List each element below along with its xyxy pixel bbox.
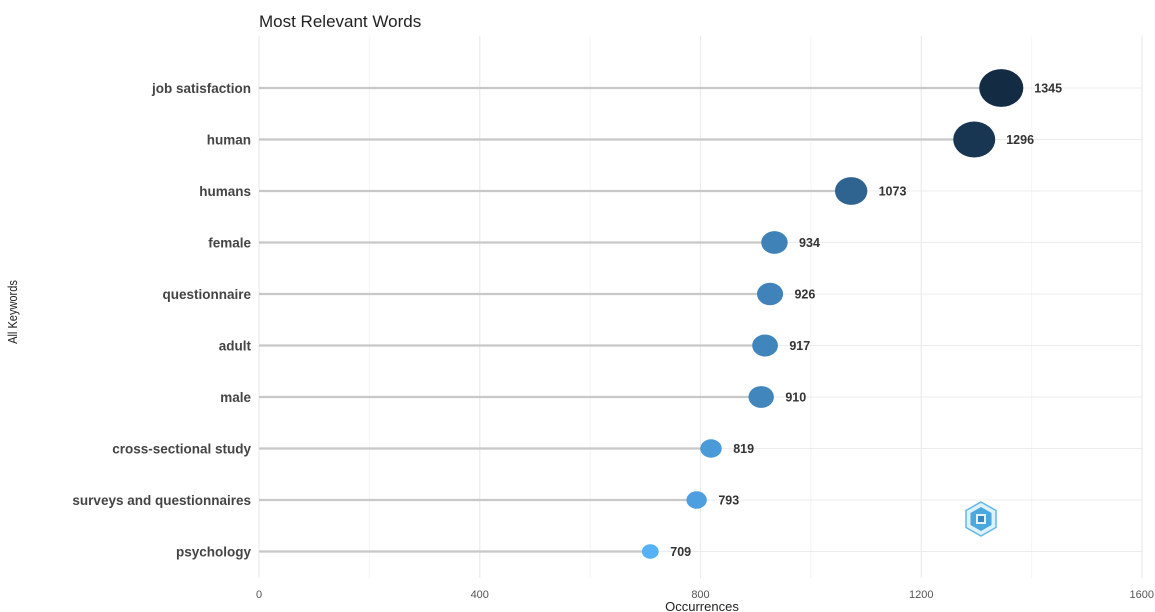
data-point [700, 439, 722, 458]
value-label: 1345 [1034, 82, 1062, 96]
data-point [686, 491, 707, 509]
value-label: 1296 [1006, 133, 1034, 147]
data-point [834, 177, 868, 205]
value-label: 709 [670, 545, 691, 559]
stems [259, 86, 1002, 553]
data-point [748, 386, 774, 408]
category-label: surveys and questionnaires [72, 493, 251, 508]
value-labels: 1345 1296 1073 934 926 917 910 819 793 709 [670, 82, 1062, 560]
x-tick-label: 1600 [1130, 589, 1154, 601]
category-labels: job satisfaction human humans female questio… [72, 81, 251, 560]
category-label: male [220, 390, 251, 405]
value-label: 1073 [879, 185, 907, 199]
x-tick-labels: 0 400 800 1200 1600 [256, 589, 1154, 601]
data-point [756, 282, 784, 306]
chart-title: Most Relevant Words [259, 12, 421, 31]
data-point [953, 121, 996, 158]
x-axis-title: Occurrences [665, 599, 739, 612]
value-label: 926 [794, 288, 815, 302]
data-point [752, 334, 778, 357]
category-label: psychology [176, 545, 252, 560]
category-label: cross-sectional study [112, 442, 251, 457]
category-label: female [208, 236, 251, 251]
x-tick-label: 400 [471, 589, 489, 601]
hexagon-logo-icon [965, 501, 997, 537]
value-label: 910 [785, 391, 806, 405]
category-label: adult [219, 339, 252, 354]
value-label: 934 [799, 236, 820, 250]
x-tick-label: 1200 [909, 589, 933, 601]
category-label: questionnaire [162, 287, 251, 302]
category-label: humans [199, 184, 251, 199]
points [641, 69, 1024, 559]
x-tick-label: 800 [691, 589, 709, 601]
category-label: job satisfaction [151, 81, 251, 96]
data-point [979, 69, 1024, 107]
category-label: human [207, 133, 251, 148]
value-label: 793 [718, 494, 739, 508]
value-label: 917 [789, 339, 810, 353]
x-tick-label: 0 [256, 589, 262, 601]
y-axis-title: All Keywords [5, 280, 20, 344]
value-label: 819 [733, 442, 754, 456]
data-point [641, 544, 659, 559]
data-point [761, 231, 788, 254]
